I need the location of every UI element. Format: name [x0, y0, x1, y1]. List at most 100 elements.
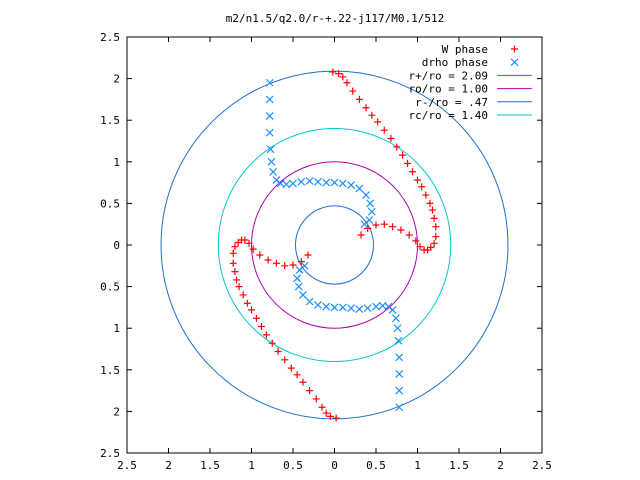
drho-phase-point — [366, 199, 375, 208]
x-tick-label: 1.5 — [200, 459, 220, 472]
w-phase-point — [362, 104, 370, 112]
w-phase-point — [428, 206, 436, 214]
w-phase-point — [235, 283, 243, 291]
w-phase-point — [287, 364, 295, 372]
drho-phase-point — [362, 191, 370, 200]
legend-label: ro/ro = 1.00 — [409, 83, 488, 96]
w-phase-point — [380, 220, 388, 228]
drho-phase-point — [338, 303, 347, 312]
circle-series-5 — [217, 128, 452, 362]
y-tick-label: 0.5 — [100, 281, 120, 294]
legend-marker — [510, 58, 519, 67]
w-phase-point — [404, 159, 412, 167]
drho-phase-point — [347, 304, 356, 313]
w-phase-point — [326, 412, 334, 420]
x-tick-label: 1 — [248, 459, 255, 472]
drho-phase-point — [360, 220, 369, 229]
drho-phase-point — [267, 157, 276, 166]
drho-phase-point — [395, 370, 404, 378]
y-tick-label: 0 — [113, 239, 120, 252]
w-phase-point — [322, 409, 330, 417]
w-phase-point — [306, 387, 314, 395]
drho-phase-point — [265, 128, 274, 137]
y-tick-label: 2.5 — [100, 31, 120, 44]
w-phase-point — [416, 243, 424, 251]
circle-series-4 — [294, 205, 375, 285]
drho-phase-point — [322, 302, 331, 311]
w-phase-point — [256, 251, 264, 259]
drho-phase-point — [338, 179, 347, 188]
drho-phase-point — [305, 297, 314, 306]
w-phase-point — [412, 237, 420, 245]
drho-phase-point — [330, 303, 339, 312]
w-phase-point — [405, 231, 413, 239]
data-series — [229, 68, 440, 422]
legend-marker — [511, 45, 518, 53]
x-tick-label: 1.5 — [449, 459, 469, 472]
y-tick-label: 0.5 — [100, 197, 120, 210]
x-tick-label: 0.5 — [283, 459, 303, 472]
circle-series-3 — [251, 161, 418, 329]
drho-phase-point — [313, 300, 322, 309]
w-phase-point — [299, 378, 307, 386]
drho-phase-point — [322, 178, 331, 187]
drho-phase-point — [330, 178, 339, 187]
w-phase-point — [318, 403, 326, 411]
w-phase-point — [239, 291, 247, 299]
x-tick-label: 1 — [414, 459, 421, 472]
legend-label: W phase — [442, 43, 488, 56]
w-phase-point — [312, 395, 320, 403]
w-phase-point — [355, 95, 363, 103]
y-tick-label: 1.5 — [100, 114, 120, 127]
y-tick-label: 2.5 — [100, 447, 120, 460]
w-phase-point — [430, 239, 438, 247]
w-phase-point — [297, 258, 305, 266]
w-phase-point — [418, 183, 426, 191]
drho-phase-point — [299, 290, 307, 299]
drho-phase-point — [265, 78, 274, 87]
w-phase-point — [380, 126, 388, 134]
drho-phase-point — [265, 95, 274, 104]
x-tick-label: 2 — [165, 459, 172, 472]
x-tick-label: 2.5 — [532, 459, 552, 472]
reference-circles — [160, 70, 509, 420]
w-phase-point — [241, 236, 249, 244]
y-tick-label: 1.5 — [100, 364, 120, 377]
drho-phase-point — [293, 274, 302, 283]
w-phase-point — [249, 245, 257, 253]
w-phase-point — [229, 259, 237, 267]
w-phase-point — [231, 268, 239, 276]
w-phase-point — [274, 347, 282, 355]
y-tick-label: 2 — [113, 405, 120, 418]
drho-phase-point — [378, 301, 387, 310]
w-phase-point — [332, 414, 340, 422]
legend-label: rc/ro = 1.40 — [409, 109, 488, 122]
w-phase-point — [233, 276, 241, 284]
w-phase-point — [329, 68, 337, 76]
w-phase-point — [262, 331, 270, 339]
w-phase-point — [349, 87, 357, 95]
w-phase-point — [289, 261, 297, 269]
y-tick-label: 1 — [113, 322, 120, 335]
w-phase-point — [432, 233, 440, 241]
w-phase-point — [387, 135, 395, 143]
circle-series-2 — [160, 70, 509, 420]
w-phase-point — [389, 223, 397, 231]
w-phase-point — [231, 243, 239, 251]
w-phase-point — [252, 314, 260, 322]
w-phase-point — [245, 239, 253, 247]
legend-label: r+/ro = 2.09 — [409, 69, 488, 82]
drho-phase-point — [355, 305, 364, 313]
y-tick-label: 2 — [113, 73, 120, 86]
drho-phase-point — [372, 302, 380, 311]
drho-phase-point — [395, 403, 404, 412]
w-phase-point — [281, 356, 289, 364]
x-tick-label: 2.5 — [117, 459, 137, 472]
drho-phase-point — [313, 177, 322, 186]
drho-phase-point — [395, 386, 404, 395]
drho-phase-point — [265, 112, 274, 120]
w-phase-point — [281, 262, 289, 270]
drho-phase-point — [367, 207, 376, 216]
drho-phase-point — [363, 304, 372, 313]
